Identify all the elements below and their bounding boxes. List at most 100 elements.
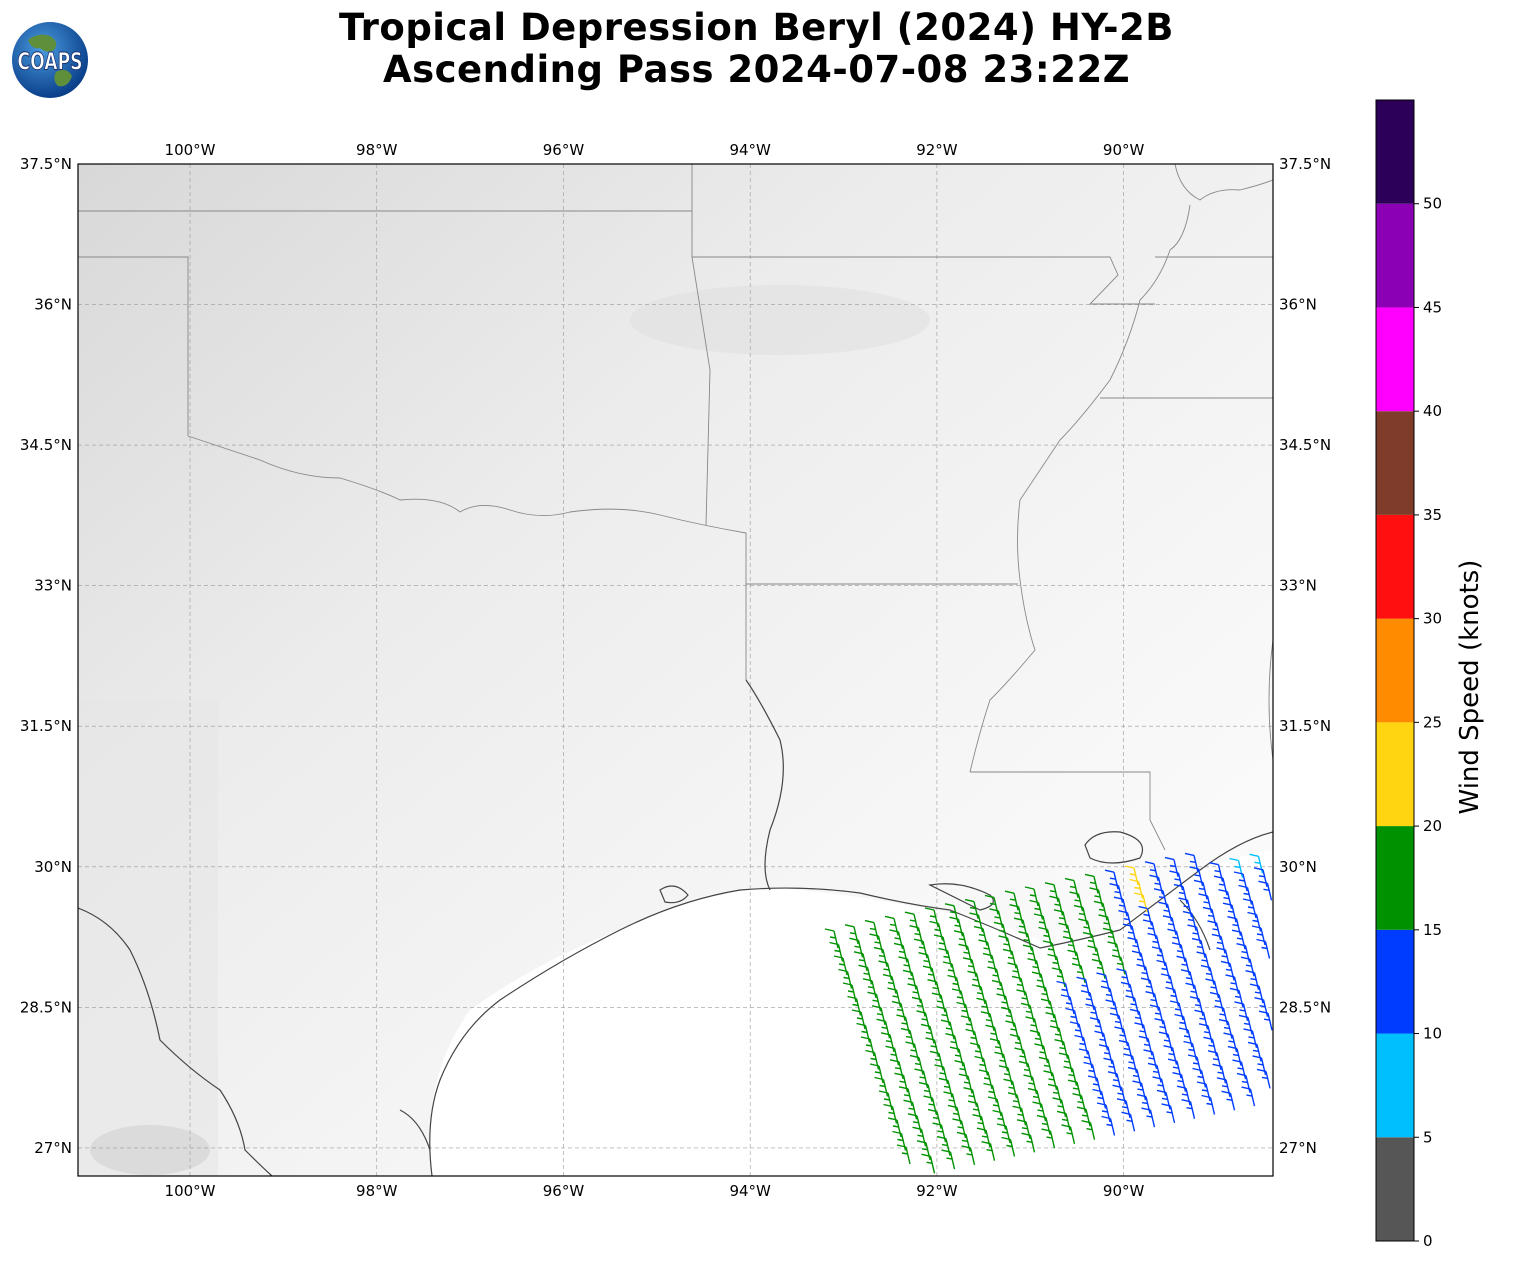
wind-barb: [1044, 882, 1059, 902]
wind-barb: [1151, 946, 1166, 967]
wind-barb: [1122, 923, 1137, 944]
wind-barb: [1078, 918, 1093, 939]
wind-barb: [865, 1049, 880, 1070]
wind-barb: [1111, 954, 1126, 975]
wind-barb: [1198, 893, 1213, 914]
wind-barb: [1240, 956, 1255, 977]
wind-barb: [1091, 958, 1106, 979]
wind-barb: [869, 933, 884, 954]
wind-barb: [1129, 878, 1144, 899]
wind-barb: [1009, 904, 1024, 924]
wind-barb: [1236, 1072, 1251, 1093]
colorbar-tick-label: 0: [1423, 1232, 1433, 1250]
lon-tick-label: 98°W: [356, 1182, 398, 1200]
wind-barb: [1058, 922, 1073, 943]
wind-barb: [898, 956, 913, 977]
wind-barb: [1045, 1012, 1060, 1032]
lon-tick-label: 92°W: [916, 1182, 958, 1200]
wind-barb: [1243, 1028, 1258, 1049]
wind-barb: [907, 1113, 922, 1133]
wind-barb: [909, 1054, 924, 1075]
lon-tick-label: 94°W: [729, 1182, 771, 1200]
wind-barb: [967, 970, 982, 991]
wind-barb: [1076, 1106, 1091, 1127]
wind-barb: [1000, 1006, 1015, 1027]
lat-tick-label: 30°N: [1279, 858, 1317, 876]
wind-barb: [1176, 955, 1191, 976]
chart-title-line2: Ascending Pass 2024-07-08 23:22Z: [382, 48, 1131, 91]
wind-barb: [956, 1131, 971, 1152]
wind-barb: [918, 1081, 933, 1102]
wind-barb: [904, 911, 919, 932]
lon-tick-label: 96°W: [543, 1182, 585, 1200]
wind-barb: [1042, 940, 1057, 961]
wind-barb: [1133, 892, 1148, 913]
wind-barb: [940, 1019, 955, 1040]
wind-barb: [1114, 1026, 1129, 1047]
wind-barb: [1140, 977, 1155, 998]
wind-barb: [1020, 1002, 1035, 1023]
wind-barb: [992, 1109, 1007, 1130]
wind-barb: [1156, 1089, 1171, 1110]
wind-barb: [1154, 1018, 1169, 1038]
wind-barb: [874, 1076, 889, 1097]
wind-barb: [913, 938, 928, 959]
wind-barb: [1073, 904, 1088, 925]
wind-barb: [1125, 995, 1140, 1016]
wind-barb: [1189, 996, 1204, 1016]
wind-barb: [989, 908, 1004, 929]
wind-barb: [1105, 999, 1120, 1020]
colorbar-tick-label: 15: [1423, 921, 1442, 939]
wind-barb: [1205, 978, 1220, 999]
wind-barb: [989, 1038, 1004, 1058]
lon-tick-label: 100°W: [165, 1182, 216, 1200]
wind-barb: [1003, 1078, 1018, 1099]
wind-barb: [1081, 1120, 1096, 1140]
wind-barb: [1203, 1036, 1218, 1057]
wind-barb: [1176, 1085, 1191, 1106]
wind-barb: [922, 965, 937, 986]
state-borders: [78, 164, 1273, 851]
lon-tick-labels-top: 100°W 98°W 96°W 94°W 92°W 90°W: [165, 141, 1145, 159]
wind-barb: [1053, 909, 1068, 929]
colorbar-bin: [1376, 618, 1414, 723]
wind-barb: [1163, 1045, 1178, 1065]
colorbar-bin: [1376, 307, 1414, 412]
wind-barb: [1038, 926, 1053, 947]
wind-barb: [962, 957, 977, 977]
wind-barb: [1102, 927, 1117, 948]
wind-barb: [882, 973, 897, 994]
wind-barb: [1004, 890, 1019, 911]
wind-barb: [1198, 1023, 1213, 1043]
wind-barb: [1249, 983, 1264, 1004]
wind-barb: [1120, 981, 1135, 1002]
wind-barb: [1229, 857, 1244, 878]
wind-barb: [1072, 1093, 1087, 1113]
wind-barb: [1118, 910, 1133, 930]
wind-barb: [887, 1117, 902, 1138]
lat-tick-label: 31.5°N: [1279, 717, 1331, 735]
wind-barb: [862, 978, 877, 998]
wind-barb: [978, 1069, 993, 1090]
wind-barb: [945, 1033, 960, 1053]
wind-barb: [1167, 928, 1182, 949]
colorbar-bin: [1376, 100, 1414, 204]
wind-barb: [884, 915, 899, 936]
wind-barb: [973, 925, 988, 946]
wind-barb: [1184, 852, 1199, 873]
wind-barb: [1016, 1119, 1031, 1139]
wind-barb: [878, 960, 893, 981]
wind-barb: [1038, 1056, 1053, 1077]
wind-barb: [1192, 1067, 1207, 1088]
wind-barb: [947, 974, 962, 995]
wind-barb: [976, 997, 991, 1018]
wind-barb: [1112, 1084, 1127, 1105]
wind-barb: [963, 1087, 978, 1107]
wind-barb: [1227, 1045, 1242, 1066]
wind-barb: [1227, 916, 1242, 936]
wind-barb: [1069, 891, 1084, 912]
wind-barb: [1181, 1099, 1196, 1119]
wind-barb: [958, 1073, 973, 1094]
wind-barb: [1016, 989, 1031, 1010]
wind-barb: [942, 961, 957, 982]
